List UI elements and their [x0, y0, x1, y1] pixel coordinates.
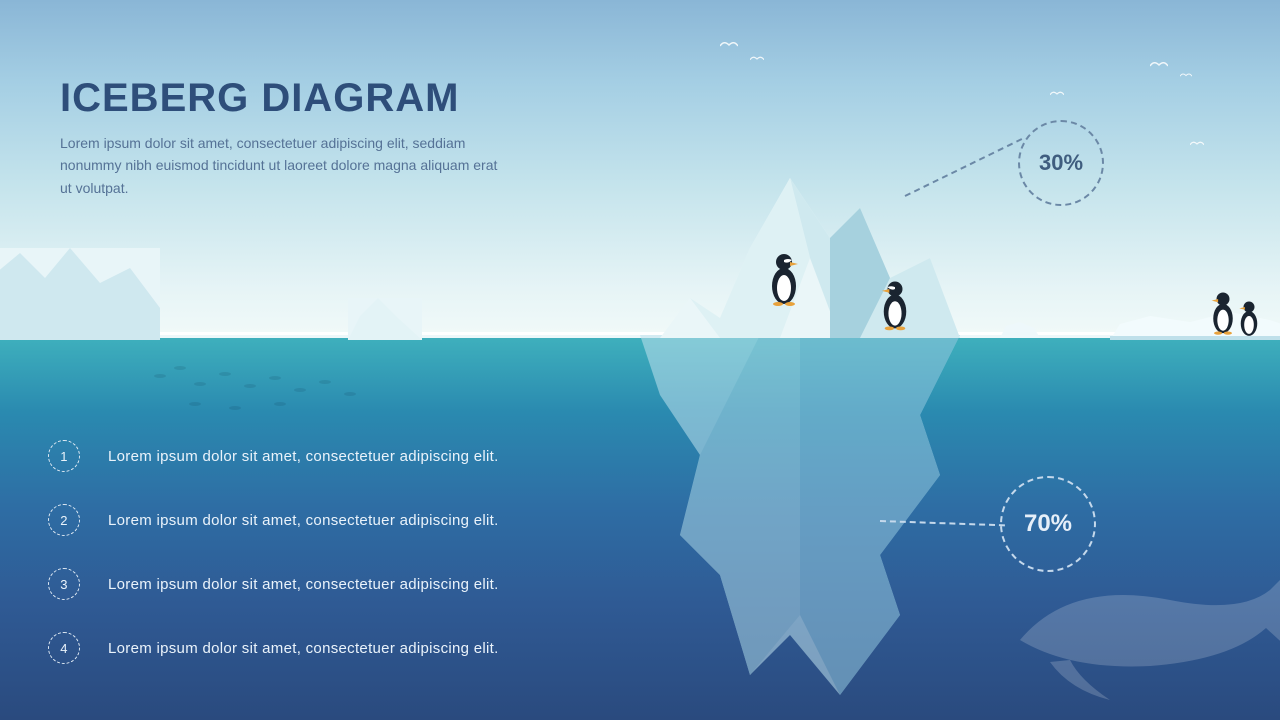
- ice-floe-small: [1000, 322, 1040, 338]
- badge-below-value: 70%: [1024, 510, 1072, 538]
- page-title: ICEBERG DIAGRAM: [60, 76, 459, 121]
- bird-icon: [1050, 90, 1064, 98]
- list-item: 2 Lorem ipsum dolor sit amet, consectetu…: [48, 504, 499, 536]
- penguin-2: [880, 276, 910, 332]
- list-item: 4 Lorem ipsum dolor sit amet, consectetu…: [48, 632, 499, 664]
- iceberg-above: [660, 178, 960, 338]
- list-number: 1: [60, 449, 68, 464]
- bird-icon: [1190, 140, 1204, 148]
- penguin-4: [1238, 298, 1260, 338]
- badge-above-water: 30%: [1018, 120, 1104, 206]
- bird-icon: [720, 40, 738, 50]
- list-item: 3 Lorem ipsum dolor sit amet, consectetu…: [48, 568, 499, 600]
- badge-above-value: 30%: [1039, 150, 1083, 176]
- fish-school: [140, 356, 400, 426]
- list-number-badge: 2: [48, 504, 80, 536]
- slide: ICEBERG DIAGRAM Lorem ipsum dolor sit am…: [0, 0, 1280, 720]
- list-number-badge: 3: [48, 568, 80, 600]
- iceberg-below: [640, 335, 960, 695]
- bird-icon: [1150, 60, 1168, 70]
- badge-below-water: 70%: [1000, 476, 1096, 572]
- list-number-badge: 4: [48, 632, 80, 664]
- far-iceberg-left: [0, 248, 160, 340]
- list-number: 3: [60, 577, 68, 592]
- bird-icon: [1180, 72, 1192, 79]
- list-number: 2: [60, 513, 68, 528]
- list-number: 4: [60, 641, 68, 656]
- list-text: Lorem ipsum dolor sit amet, consectetuer…: [108, 640, 499, 657]
- whale-silhouette: [1010, 550, 1280, 710]
- list-text: Lorem ipsum dolor sit amet, consectetuer…: [108, 576, 499, 593]
- bullet-list: 1 Lorem ipsum dolor sit amet, consectetu…: [48, 440, 499, 696]
- bird-icon: [750, 55, 764, 63]
- penguin-3: [1210, 288, 1236, 336]
- list-number-badge: 1: [48, 440, 80, 472]
- penguin-1: [768, 250, 800, 306]
- list-item: 1 Lorem ipsum dolor sit amet, consectetu…: [48, 440, 499, 472]
- page-subtitle: Lorem ipsum dolor sit amet, consectetuer…: [60, 132, 500, 199]
- list-text: Lorem ipsum dolor sit amet, consectetuer…: [108, 448, 499, 465]
- far-iceberg-mid: [348, 298, 422, 340]
- list-text: Lorem ipsum dolor sit amet, consectetuer…: [108, 512, 499, 529]
